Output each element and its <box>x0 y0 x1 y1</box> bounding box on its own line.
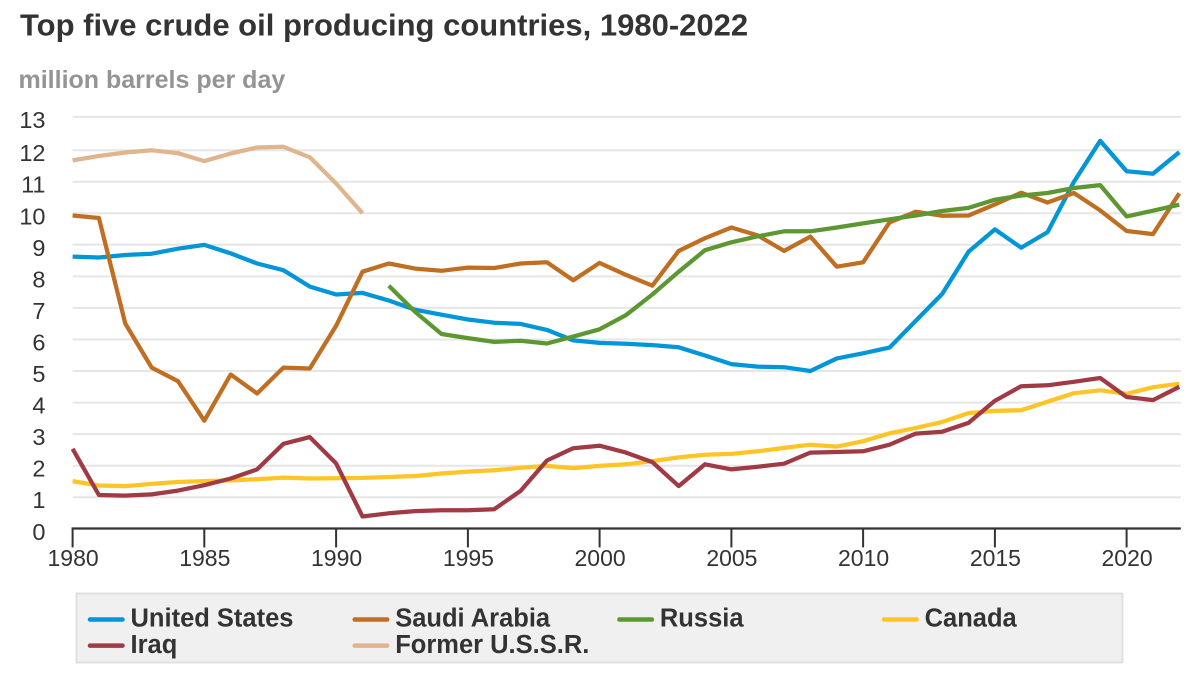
svg-text:8: 8 <box>32 266 45 292</box>
svg-text:1990: 1990 <box>311 545 362 571</box>
svg-text:million barrels per day: million barrels per day <box>19 66 286 94</box>
svg-text:2005: 2005 <box>706 545 757 571</box>
svg-text:United States: United States <box>131 605 294 633</box>
svg-text:1980: 1980 <box>48 545 99 571</box>
svg-text:2015: 2015 <box>970 545 1021 571</box>
svg-text:1985: 1985 <box>179 545 230 571</box>
svg-text:Saudi Arabia: Saudi Arabia <box>395 605 551 633</box>
svg-text:0: 0 <box>32 519 45 545</box>
svg-text:7: 7 <box>32 298 45 324</box>
svg-text:6: 6 <box>32 330 45 356</box>
svg-text:Canada: Canada <box>925 605 1018 633</box>
svg-text:13: 13 <box>19 107 45 133</box>
svg-text:Russia: Russia <box>660 605 744 633</box>
svg-text:4: 4 <box>32 393 45 419</box>
svg-text:3: 3 <box>32 424 45 450</box>
svg-text:10: 10 <box>19 203 45 229</box>
svg-text:Top five crude oil producing c: Top five crude oil producing countries, … <box>20 8 748 43</box>
svg-text:2020: 2020 <box>1102 545 1153 571</box>
svg-text:1995: 1995 <box>443 545 494 571</box>
svg-text:11: 11 <box>21 172 45 198</box>
svg-text:Former U.S.S.R.: Former U.S.S.R. <box>395 631 589 659</box>
svg-text:9: 9 <box>32 235 45 261</box>
svg-text:5: 5 <box>32 361 45 387</box>
svg-text:12: 12 <box>19 140 45 166</box>
svg-text:Iraq: Iraq <box>131 631 178 659</box>
svg-text:2000: 2000 <box>575 545 626 571</box>
svg-text:2010: 2010 <box>838 545 889 571</box>
svg-text:2: 2 <box>32 456 45 482</box>
svg-text:1: 1 <box>32 487 45 513</box>
